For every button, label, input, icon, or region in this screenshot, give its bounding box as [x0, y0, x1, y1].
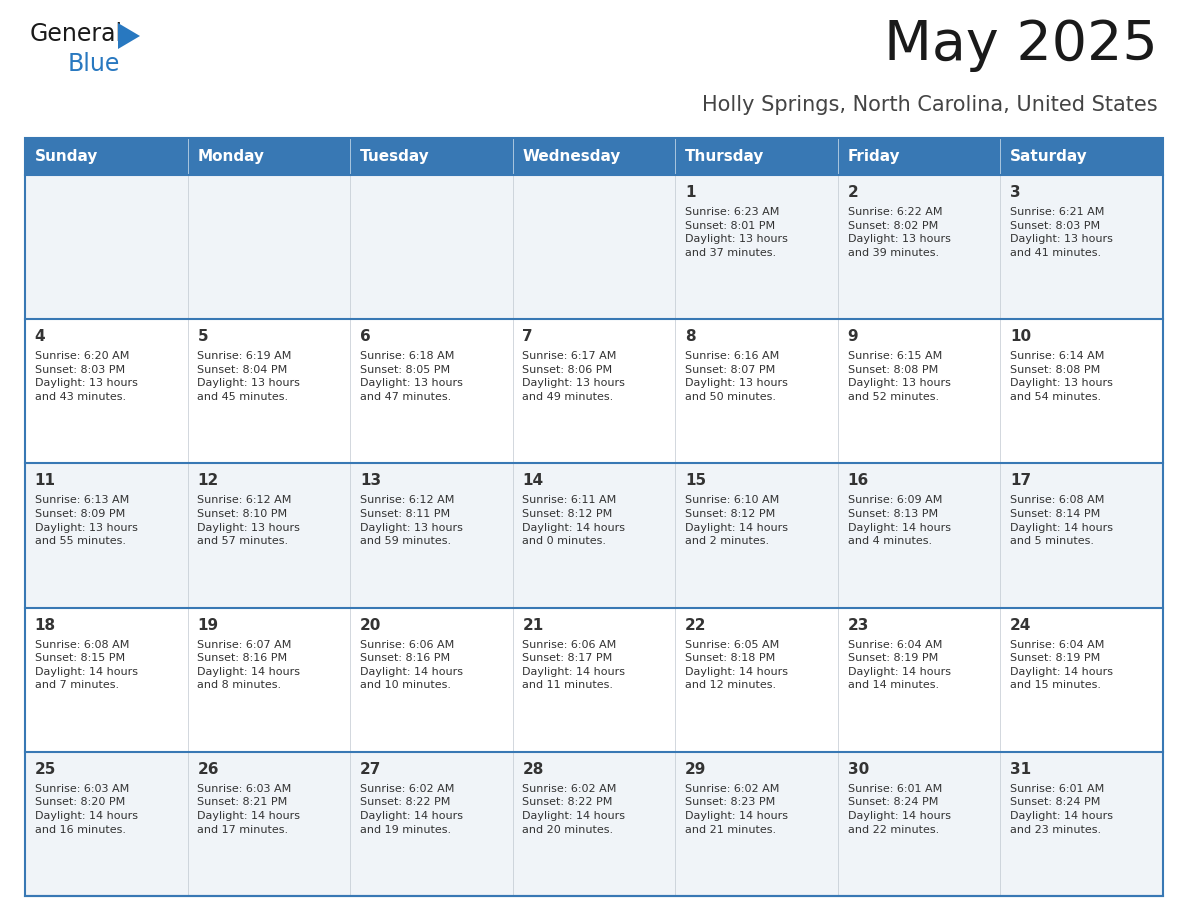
Text: 21: 21 — [523, 618, 544, 633]
Text: 29: 29 — [685, 762, 707, 777]
Bar — [25, 608, 1163, 752]
Text: Sunrise: 6:03 AM
Sunset: 8:20 PM
Daylight: 14 hours
and 16 minutes.: Sunrise: 6:03 AM Sunset: 8:20 PM Dayligh… — [34, 784, 138, 834]
Text: Sunrise: 6:22 AM
Sunset: 8:02 PM
Daylight: 13 hours
and 39 minutes.: Sunrise: 6:22 AM Sunset: 8:02 PM Dayligh… — [847, 207, 950, 258]
Text: 4: 4 — [34, 330, 45, 344]
Text: 11: 11 — [34, 474, 56, 488]
Text: Sunday: Sunday — [34, 149, 99, 164]
Text: 30: 30 — [847, 762, 868, 777]
Text: Thursday: Thursday — [685, 149, 764, 164]
Text: 31: 31 — [1010, 762, 1031, 777]
Text: 22: 22 — [685, 618, 707, 633]
Text: Sunrise: 6:20 AM
Sunset: 8:03 PM
Daylight: 13 hours
and 43 minutes.: Sunrise: 6:20 AM Sunset: 8:03 PM Dayligh… — [34, 352, 138, 402]
Text: Sunrise: 6:18 AM
Sunset: 8:05 PM
Daylight: 13 hours
and 47 minutes.: Sunrise: 6:18 AM Sunset: 8:05 PM Dayligh… — [360, 352, 463, 402]
Text: 13: 13 — [360, 474, 381, 488]
Text: 14: 14 — [523, 474, 544, 488]
Text: 7: 7 — [523, 330, 533, 344]
Text: Sunrise: 6:02 AM
Sunset: 8:23 PM
Daylight: 14 hours
and 21 minutes.: Sunrise: 6:02 AM Sunset: 8:23 PM Dayligh… — [685, 784, 788, 834]
Text: Sunrise: 6:06 AM
Sunset: 8:17 PM
Daylight: 14 hours
and 11 minutes.: Sunrise: 6:06 AM Sunset: 8:17 PM Dayligh… — [523, 640, 625, 690]
Text: 27: 27 — [360, 762, 381, 777]
Text: 19: 19 — [197, 618, 219, 633]
Text: Sunrise: 6:11 AM
Sunset: 8:12 PM
Daylight: 14 hours
and 0 minutes.: Sunrise: 6:11 AM Sunset: 8:12 PM Dayligh… — [523, 496, 625, 546]
Text: Sunrise: 6:08 AM
Sunset: 8:15 PM
Daylight: 14 hours
and 7 minutes.: Sunrise: 6:08 AM Sunset: 8:15 PM Dayligh… — [34, 640, 138, 690]
Text: 15: 15 — [685, 474, 706, 488]
Text: Sunrise: 6:23 AM
Sunset: 8:01 PM
Daylight: 13 hours
and 37 minutes.: Sunrise: 6:23 AM Sunset: 8:01 PM Dayligh… — [685, 207, 788, 258]
Text: Sunrise: 6:01 AM
Sunset: 8:24 PM
Daylight: 14 hours
and 23 minutes.: Sunrise: 6:01 AM Sunset: 8:24 PM Dayligh… — [1010, 784, 1113, 834]
Text: Sunrise: 6:17 AM
Sunset: 8:06 PM
Daylight: 13 hours
and 49 minutes.: Sunrise: 6:17 AM Sunset: 8:06 PM Dayligh… — [523, 352, 625, 402]
Text: Sunrise: 6:07 AM
Sunset: 8:16 PM
Daylight: 14 hours
and 8 minutes.: Sunrise: 6:07 AM Sunset: 8:16 PM Dayligh… — [197, 640, 301, 690]
Text: 28: 28 — [523, 762, 544, 777]
Text: 20: 20 — [360, 618, 381, 633]
Text: 10: 10 — [1010, 330, 1031, 344]
Text: May 2025: May 2025 — [884, 18, 1158, 72]
Bar — [25, 138, 1163, 175]
Polygon shape — [118, 23, 140, 49]
Text: Sunrise: 6:12 AM
Sunset: 8:11 PM
Daylight: 13 hours
and 59 minutes.: Sunrise: 6:12 AM Sunset: 8:11 PM Dayligh… — [360, 496, 463, 546]
Text: Wednesday: Wednesday — [523, 149, 621, 164]
Text: 8: 8 — [685, 330, 696, 344]
Text: Sunrise: 6:09 AM
Sunset: 8:13 PM
Daylight: 14 hours
and 4 minutes.: Sunrise: 6:09 AM Sunset: 8:13 PM Dayligh… — [847, 496, 950, 546]
Text: Holly Springs, North Carolina, United States: Holly Springs, North Carolina, United St… — [702, 95, 1158, 115]
Text: Tuesday: Tuesday — [360, 149, 430, 164]
Bar — [25, 464, 1163, 608]
Text: 24: 24 — [1010, 618, 1031, 633]
Text: 1: 1 — [685, 185, 695, 200]
Text: 18: 18 — [34, 618, 56, 633]
Text: 3: 3 — [1010, 185, 1020, 200]
Text: Friday: Friday — [847, 149, 901, 164]
Text: Sunrise: 6:14 AM
Sunset: 8:08 PM
Daylight: 13 hours
and 54 minutes.: Sunrise: 6:14 AM Sunset: 8:08 PM Dayligh… — [1010, 352, 1113, 402]
Text: Sunrise: 6:10 AM
Sunset: 8:12 PM
Daylight: 14 hours
and 2 minutes.: Sunrise: 6:10 AM Sunset: 8:12 PM Dayligh… — [685, 496, 788, 546]
Text: Sunrise: 6:15 AM
Sunset: 8:08 PM
Daylight: 13 hours
and 52 minutes.: Sunrise: 6:15 AM Sunset: 8:08 PM Dayligh… — [847, 352, 950, 402]
Text: Saturday: Saturday — [1010, 149, 1088, 164]
Text: Sunrise: 6:02 AM
Sunset: 8:22 PM
Daylight: 14 hours
and 20 minutes.: Sunrise: 6:02 AM Sunset: 8:22 PM Dayligh… — [523, 784, 625, 834]
Text: Sunrise: 6:19 AM
Sunset: 8:04 PM
Daylight: 13 hours
and 45 minutes.: Sunrise: 6:19 AM Sunset: 8:04 PM Dayligh… — [197, 352, 301, 402]
Text: Sunrise: 6:04 AM
Sunset: 8:19 PM
Daylight: 14 hours
and 15 minutes.: Sunrise: 6:04 AM Sunset: 8:19 PM Dayligh… — [1010, 640, 1113, 690]
Text: Sunrise: 6:05 AM
Sunset: 8:18 PM
Daylight: 14 hours
and 12 minutes.: Sunrise: 6:05 AM Sunset: 8:18 PM Dayligh… — [685, 640, 788, 690]
Text: Sunrise: 6:13 AM
Sunset: 8:09 PM
Daylight: 13 hours
and 55 minutes.: Sunrise: 6:13 AM Sunset: 8:09 PM Dayligh… — [34, 496, 138, 546]
Text: 26: 26 — [197, 762, 219, 777]
Text: Sunrise: 6:02 AM
Sunset: 8:22 PM
Daylight: 14 hours
and 19 minutes.: Sunrise: 6:02 AM Sunset: 8:22 PM Dayligh… — [360, 784, 463, 834]
Text: 17: 17 — [1010, 474, 1031, 488]
Text: 2: 2 — [847, 185, 859, 200]
Text: 23: 23 — [847, 618, 868, 633]
Text: Sunrise: 6:16 AM
Sunset: 8:07 PM
Daylight: 13 hours
and 50 minutes.: Sunrise: 6:16 AM Sunset: 8:07 PM Dayligh… — [685, 352, 788, 402]
Text: 9: 9 — [847, 330, 858, 344]
Text: 6: 6 — [360, 330, 371, 344]
Text: Sunrise: 6:04 AM
Sunset: 8:19 PM
Daylight: 14 hours
and 14 minutes.: Sunrise: 6:04 AM Sunset: 8:19 PM Dayligh… — [847, 640, 950, 690]
Text: Sunrise: 6:06 AM
Sunset: 8:16 PM
Daylight: 14 hours
and 10 minutes.: Sunrise: 6:06 AM Sunset: 8:16 PM Dayligh… — [360, 640, 463, 690]
Text: Sunrise: 6:08 AM
Sunset: 8:14 PM
Daylight: 14 hours
and 5 minutes.: Sunrise: 6:08 AM Sunset: 8:14 PM Dayligh… — [1010, 496, 1113, 546]
Bar — [25, 319, 1163, 464]
Text: General: General — [30, 22, 124, 46]
Text: 12: 12 — [197, 474, 219, 488]
Text: Blue: Blue — [68, 52, 120, 76]
Text: Sunrise: 6:01 AM
Sunset: 8:24 PM
Daylight: 14 hours
and 22 minutes.: Sunrise: 6:01 AM Sunset: 8:24 PM Dayligh… — [847, 784, 950, 834]
Text: Monday: Monday — [197, 149, 264, 164]
Bar — [25, 175, 1163, 319]
Bar — [25, 752, 1163, 896]
Text: Sunrise: 6:21 AM
Sunset: 8:03 PM
Daylight: 13 hours
and 41 minutes.: Sunrise: 6:21 AM Sunset: 8:03 PM Dayligh… — [1010, 207, 1113, 258]
Text: Sunrise: 6:12 AM
Sunset: 8:10 PM
Daylight: 13 hours
and 57 minutes.: Sunrise: 6:12 AM Sunset: 8:10 PM Dayligh… — [197, 496, 301, 546]
Text: 25: 25 — [34, 762, 56, 777]
Bar — [25, 138, 1163, 896]
Text: Sunrise: 6:03 AM
Sunset: 8:21 PM
Daylight: 14 hours
and 17 minutes.: Sunrise: 6:03 AM Sunset: 8:21 PM Dayligh… — [197, 784, 301, 834]
Text: 5: 5 — [197, 330, 208, 344]
Text: 16: 16 — [847, 474, 868, 488]
